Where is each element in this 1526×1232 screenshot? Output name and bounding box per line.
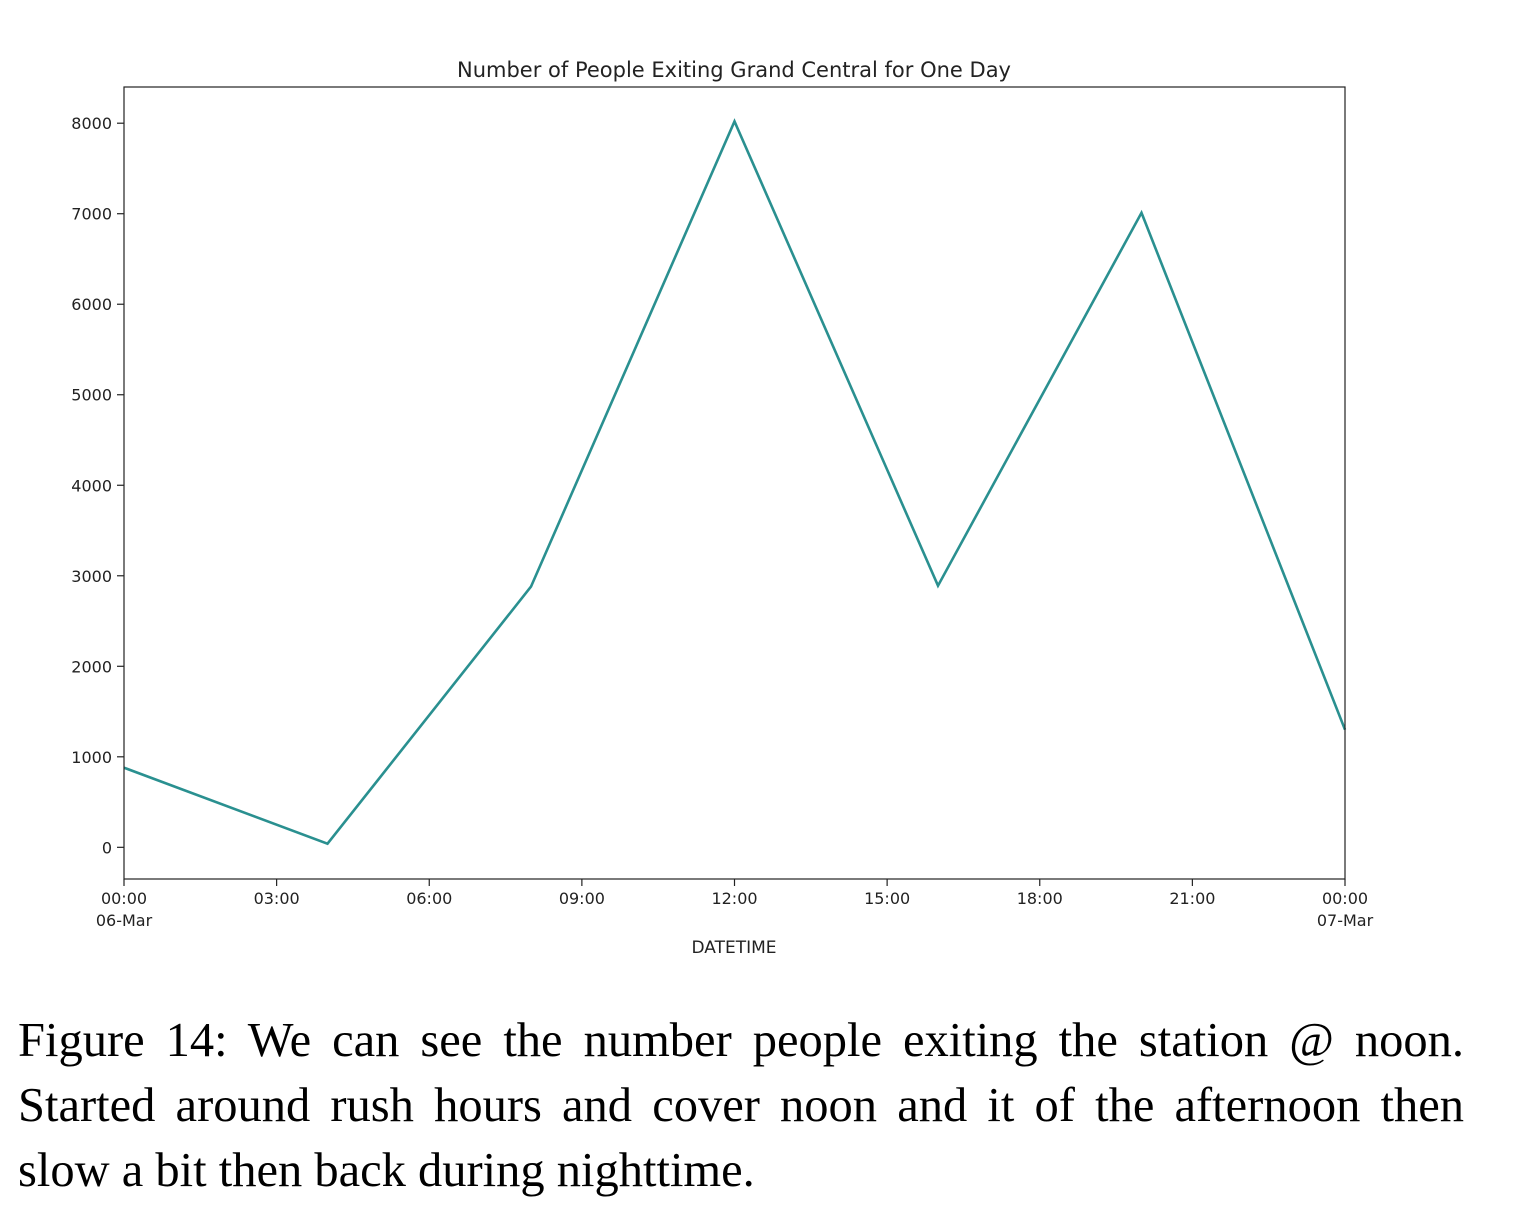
y-tick-label: 8000 [71,114,112,133]
x-tick-label: 18:00 [1017,889,1063,908]
chart-title: Number of People Exiting Grand Central f… [457,58,1011,82]
y-tick-label: 2000 [71,657,112,676]
y-tick-label: 4000 [71,476,112,495]
figure-caption: Figure 14: We can see the number people … [18,1014,1464,1197]
y-tick-label: 7000 [71,205,112,224]
series-line [123,118,1347,846]
series-group [123,118,1347,846]
y-tick-label: 0 [102,838,112,857]
x-tick-label: 03:00 [254,889,300,908]
x-tick-label: 12:00 [711,889,757,908]
y-axis-ticks: 0 1000 2000 3000 4000 5000 6000 7000 8000 [71,114,124,857]
x-tick-label: 21:00 [1169,889,1215,908]
x-tick-sublabel: 07-Mar [1317,911,1374,930]
x-tick-sublabel: 06-Mar [96,911,153,930]
x-tick-label: 15:00 [864,889,910,908]
x-tick-label: 06:00 [406,889,452,908]
line-chart: Number of People Exiting Grand Central f… [71,58,1374,958]
x-tick-label: 09:00 [559,889,605,908]
x-tick-label: 00:00 [101,889,147,908]
y-tick-label: 6000 [71,295,112,314]
y-tick-label: 5000 [71,386,112,405]
y-tick-label: 3000 [71,567,112,586]
y-tick-label: 1000 [71,748,112,767]
x-axis-label: DATETIME [691,938,776,958]
x-tick-label: 00:00 [1322,889,1368,908]
chart-figure: Number of People Exiting Grand Central f… [71,58,1374,958]
x-axis-ticks: 00:00 06-Mar 03:00 06:00 09:00 12:00 15:00 18:0… [96,879,1374,930]
plot-frame [123,86,1346,880]
